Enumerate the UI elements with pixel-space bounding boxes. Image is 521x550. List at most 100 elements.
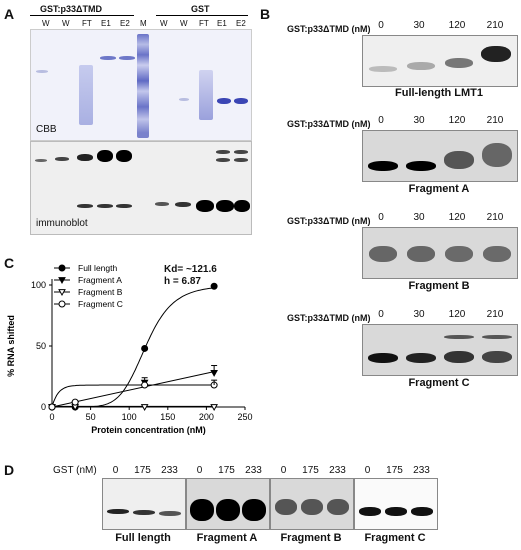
conc-label: 30 <box>413 309 425 320</box>
marker-lane-label: M <box>140 19 147 28</box>
hill-annotation: h = 6.87 <box>164 276 201 287</box>
y-tick-label: 0 <box>41 402 46 412</box>
panel-b-axis-label: GST:p33ΔTMD (nM) <box>287 24 371 34</box>
conc-label: 233 <box>329 465 346 476</box>
x-tick-label: 250 <box>237 412 252 422</box>
data-point <box>141 344 149 352</box>
gel-d-full-length <box>102 478 186 530</box>
conc-label: 210 <box>486 115 504 126</box>
gel-d-fragment-a <box>186 478 270 530</box>
gel-caption: Fragment C <box>364 532 426 544</box>
data-point <box>210 404 218 412</box>
panel-b-axis-label: GST:p33ΔTMD (nM) <box>287 313 371 323</box>
fit-curve-fragment-a <box>51 371 215 408</box>
conc-label: 30 <box>413 212 425 223</box>
panel-d-axis-label: GST (nM) <box>53 465 97 476</box>
gel-caption: Fragment A <box>408 183 470 195</box>
conc-label: 175 <box>386 465 403 476</box>
conc-label: 210 <box>486 309 504 320</box>
legend-label: Fragment B <box>78 287 123 297</box>
fit-curve-full-length <box>52 287 215 408</box>
x-tick-label: 100 <box>122 412 137 422</box>
gel-fragment-b <box>362 227 518 279</box>
data-point <box>48 403 56 411</box>
gel-d-fragment-c <box>354 478 438 530</box>
panel-d-conc-row: 0 175 233 <box>354 465 436 476</box>
conc-label: 233 <box>161 465 178 476</box>
data-point <box>140 404 149 412</box>
lane-label: W <box>62 19 70 28</box>
panel-b-label: B <box>260 6 271 22</box>
legend-label: Fragment A <box>78 275 122 285</box>
conc-label: 0 <box>378 212 384 223</box>
panel-a-right-header-line <box>156 15 248 16</box>
panel-d-conc-row: 0 175 233 <box>270 465 352 476</box>
immunoblot-label: immunoblot <box>36 218 88 229</box>
fit-curve-fragment-c <box>51 384 215 408</box>
lane-label: W <box>160 19 168 28</box>
panel-d-conc-row: 0 175 233 <box>102 465 184 476</box>
gel-full-length-lmt1 <box>362 35 518 87</box>
cbb-gel-image <box>30 29 252 141</box>
gel-caption: Fragment C <box>408 377 470 389</box>
panel-b-conc-row: 0 30 120 210 <box>362 309 516 320</box>
legend-marker <box>58 264 66 272</box>
panel-a-right-header: GST <box>191 4 210 14</box>
lane-label: E1 <box>101 19 111 28</box>
lane-label: E2 <box>236 19 246 28</box>
gel-fragment-c <box>362 324 518 376</box>
lane-label: FT <box>199 19 209 28</box>
x-tick-label: 150 <box>160 412 175 422</box>
panel-a-left-header-line <box>30 15 134 16</box>
conc-label: 210 <box>486 20 504 31</box>
panel-a-label: A <box>4 6 15 22</box>
data-point <box>71 398 79 406</box>
conc-label: 120 <box>448 115 466 126</box>
conc-label: 120 <box>448 309 466 320</box>
panel-d-label: D <box>4 462 15 478</box>
conc-label: 0 <box>378 115 384 126</box>
kd-annotation: Kd= ~121.6 <box>164 264 217 275</box>
gel-caption: Full-length LMT1 <box>395 87 483 99</box>
x-tick-label: 50 <box>86 412 96 422</box>
conc-label: 175 <box>218 465 235 476</box>
y-axis-label: % RNA shifted <box>6 315 16 377</box>
data-point <box>210 282 218 290</box>
y-tick-label: 50 <box>36 341 46 351</box>
conc-label: 0 <box>378 309 384 320</box>
gel-caption: Fragment B <box>280 532 342 544</box>
immunoblot-image <box>30 141 252 235</box>
conc-label: 30 <box>413 115 425 126</box>
panel-d-conc-row: 0 175 233 <box>186 465 268 476</box>
panel-c-label: C <box>4 255 15 271</box>
panel-b-axis-label: GST:p33ΔTMD (nM) <box>287 119 371 129</box>
conc-label: 175 <box>134 465 151 476</box>
panel-b-conc-row: 0 30 120 210 <box>362 212 516 223</box>
lane-label: W <box>42 19 50 28</box>
lane-label: E1 <box>217 19 227 28</box>
legend-marker <box>58 289 66 297</box>
conc-label: 210 <box>486 212 504 223</box>
panel-b-conc-row: 0 30 120 210 <box>362 20 516 31</box>
gel-caption: Fragment B <box>408 280 470 292</box>
cbb-label: CBB <box>36 124 57 135</box>
lane-label: E2 <box>120 19 130 28</box>
binding-curve-chart: 0 50 100 150 200 250 0 50 100 Protein concentrati… <box>6 263 253 435</box>
gel-d-fragment-b <box>270 478 354 530</box>
conc-label: 0 <box>280 465 287 476</box>
legend-marker <box>58 277 66 285</box>
conc-label: 120 <box>448 20 466 31</box>
conc-label: 175 <box>302 465 319 476</box>
lane-label: W <box>180 19 188 28</box>
gel-fragment-a <box>362 130 518 182</box>
conc-label: 233 <box>245 465 262 476</box>
conc-label: 233 <box>413 465 430 476</box>
conc-label: 0 <box>364 465 371 476</box>
legend-label: Full length <box>78 263 117 273</box>
panel-b-conc-row: 0 30 120 210 <box>362 115 516 126</box>
panel-b-axis-label: GST:p33ΔTMD (nM) <box>287 216 371 226</box>
conc-label: 30 <box>413 20 425 31</box>
x-axis-label: Protein concentration (nM) <box>91 425 206 435</box>
x-tick-label: 0 <box>49 412 54 422</box>
panel-a-left-header: GST:p33ΔTMD <box>40 4 102 14</box>
